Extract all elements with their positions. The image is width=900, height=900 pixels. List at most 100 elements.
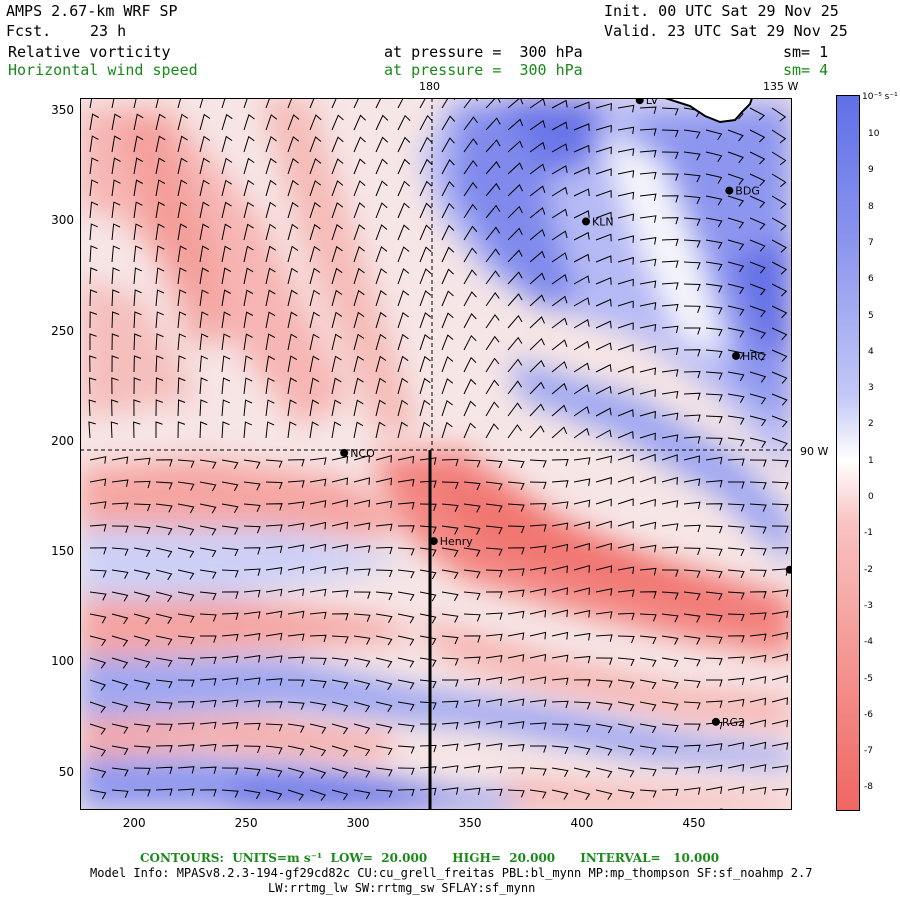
wind-barb (771, 481, 789, 490)
wind-barb (463, 677, 481, 686)
wind-barb (88, 377, 97, 395)
wind-barb (705, 349, 723, 359)
wind-barb (243, 157, 255, 175)
wind-barb (287, 179, 299, 197)
wind-barb (199, 481, 217, 492)
wind-barb (573, 340, 590, 351)
wind-barb (375, 202, 388, 219)
wind-barb (529, 119, 546, 131)
wind-barb (507, 589, 525, 598)
wind-barb (375, 789, 393, 798)
wind-barb (309, 180, 322, 197)
colorbar-tick-label: 4 (868, 346, 874, 357)
wind-barb (287, 98, 293, 109)
model-title: AMPS 2.67-km WRF SP (6, 2, 178, 20)
wind-barb (243, 568, 261, 576)
wind-barb (507, 314, 523, 329)
wind-barb (529, 381, 545, 395)
wind-barb (177, 179, 188, 197)
wind-barb (353, 477, 371, 485)
wind-barb (749, 612, 767, 620)
wind-barb (573, 406, 590, 417)
wind-barb (309, 679, 327, 689)
wind-barb (507, 205, 523, 219)
wind-barb (133, 657, 151, 669)
wind-barb (529, 272, 546, 285)
wind-barb (199, 503, 217, 514)
wind-barb (331, 499, 349, 508)
wind-barb (485, 720, 503, 729)
wind-barb (199, 311, 209, 329)
wind-barb (419, 744, 437, 753)
wind-barb (507, 162, 524, 175)
wind-barb (133, 569, 151, 580)
wind-barb (155, 657, 173, 668)
wind-barb (749, 459, 767, 467)
wind-barb (243, 633, 261, 641)
wind-barb (705, 415, 723, 424)
wind-barb (111, 456, 129, 465)
wind-barb (331, 399, 342, 417)
wind-barb (133, 355, 142, 373)
forecast-label: Fcst. (6, 22, 52, 40)
wind-barb (617, 566, 635, 575)
wind-barb (111, 502, 129, 510)
y-tick-label: 150 (51, 544, 74, 559)
wind-barb (485, 98, 501, 109)
wind-barb (221, 201, 232, 219)
wind-barb (375, 745, 393, 756)
wind-barb (595, 679, 613, 688)
wind-barb (595, 146, 612, 155)
wind-barb (133, 289, 142, 307)
wind-barb (155, 421, 163, 438)
wind-barb (705, 764, 723, 773)
wind-barb (265, 179, 277, 197)
field1-level: at pressure = 300 hPa (384, 43, 583, 61)
wind-barb (749, 283, 766, 296)
wind-barb (771, 129, 787, 144)
wind-barb (397, 377, 409, 395)
wind-barb (243, 333, 253, 351)
wind-barb (771, 697, 789, 705)
wind-barb (441, 481, 459, 490)
wind-barb (309, 701, 327, 712)
wind-barb (683, 635, 701, 645)
wind-barb (485, 357, 500, 373)
wind-barb (265, 114, 278, 131)
wind-barb (331, 98, 344, 109)
wind-barb (683, 547, 701, 556)
wind-barb (617, 256, 634, 265)
wind-barb (705, 786, 723, 794)
wind-barb (463, 613, 481, 622)
wind-barb (507, 503, 525, 512)
wind-barb (287, 701, 305, 710)
wind-barb (155, 569, 173, 581)
wind-barb (463, 291, 477, 307)
wind-barb (89, 547, 107, 555)
colorbar-unit: 10⁻⁵ s⁻¹ (862, 92, 898, 102)
wind-barb (727, 239, 745, 251)
wind-barb (199, 743, 217, 752)
wind-barb (485, 591, 503, 599)
wind-barb (507, 336, 523, 351)
wind-barb (771, 393, 788, 406)
wind-barb (727, 305, 745, 316)
wind-barb (199, 569, 217, 579)
wind-barb (463, 181, 478, 197)
wind-barb (287, 544, 305, 552)
wind-barb (771, 239, 787, 253)
wind-barb (309, 158, 322, 175)
wind-barb (441, 356, 454, 373)
wind-barb (243, 745, 261, 754)
wind-barb (309, 421, 319, 439)
wind-barb (441, 743, 459, 752)
wind-barb (727, 741, 745, 750)
wind-barb (771, 217, 787, 231)
wind-barb (88, 421, 96, 439)
wind-barb (265, 267, 276, 285)
wind-barb (551, 165, 568, 175)
wind-barb (442, 679, 459, 687)
wind-barb (353, 701, 371, 713)
wind-barb (441, 421, 453, 439)
wind-barb (309, 377, 320, 395)
